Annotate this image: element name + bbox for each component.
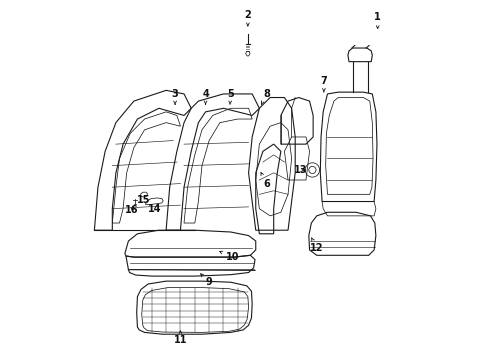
Text: 9: 9 <box>201 274 213 287</box>
Text: 13: 13 <box>294 165 307 175</box>
Text: 6: 6 <box>261 172 270 189</box>
Text: 10: 10 <box>220 251 239 262</box>
Text: 16: 16 <box>125 206 139 216</box>
Text: 1: 1 <box>374 12 381 28</box>
Text: 11: 11 <box>173 331 187 345</box>
Text: 4: 4 <box>202 89 209 104</box>
Text: 7: 7 <box>320 76 327 92</box>
Text: 2: 2 <box>245 10 251 26</box>
Text: 8: 8 <box>261 89 270 104</box>
Text: 15: 15 <box>137 195 150 205</box>
Text: 3: 3 <box>172 89 178 104</box>
Text: 5: 5 <box>227 89 234 104</box>
Text: 14: 14 <box>148 204 161 214</box>
Text: 12: 12 <box>310 238 323 253</box>
